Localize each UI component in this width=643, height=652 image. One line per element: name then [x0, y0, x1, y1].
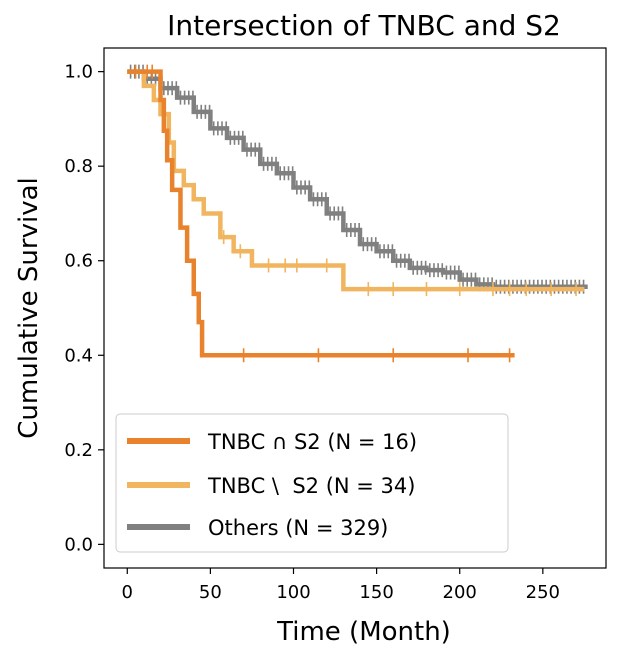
- chart-title: Intersection of TNBC and S2: [167, 9, 561, 42]
- y-tick-label: 0.4: [64, 345, 93, 366]
- y-tick-label: 0.0: [64, 534, 93, 555]
- series-0: [127, 64, 515, 363]
- legend-label-tnbc-minus-s2: TNBC \ S2 (N = 34): [207, 474, 415, 498]
- x-tick-label: 100: [276, 582, 310, 603]
- y-axis-ticks: 0.0 0.2 0.4 0.6 0.8 1.0: [64, 62, 104, 555]
- x-tick-label: 150: [359, 582, 393, 603]
- survival-curve: [127, 69, 515, 358]
- x-tick-label: 0: [122, 582, 133, 603]
- legend-label-tnbc-and-s2: TNBC ∩ S2 (N = 16): [207, 430, 417, 454]
- y-tick-label: 0.6: [64, 251, 93, 272]
- y-tick-label: 0.2: [64, 440, 93, 461]
- survival-curve: [127, 69, 588, 289]
- plot-frame: [103, 47, 607, 569]
- y-tick-label: 0.8: [64, 156, 93, 177]
- plot-area: [127, 64, 588, 363]
- legend: TNBC ∩ S2 (N = 16) TNBC \ S2 (N = 34) Ot…: [115, 413, 509, 553]
- legend-label-others: Others (N = 329): [208, 516, 388, 540]
- y-axis-label: Cumulative Survival: [14, 177, 44, 439]
- series-1: [127, 69, 585, 297]
- series-2: [127, 64, 588, 294]
- x-axis-ticks: 0 50 100 150 200 250: [122, 568, 560, 603]
- legend-box: [115, 413, 509, 553]
- x-tick-label: 200: [443, 582, 477, 603]
- y-tick-label: 1.0: [64, 62, 93, 83]
- x-axis-label: Time (Month): [276, 617, 451, 647]
- survival-curve: [127, 69, 585, 292]
- x-tick-label: 250: [526, 582, 560, 603]
- x-tick-label: 50: [199, 582, 222, 603]
